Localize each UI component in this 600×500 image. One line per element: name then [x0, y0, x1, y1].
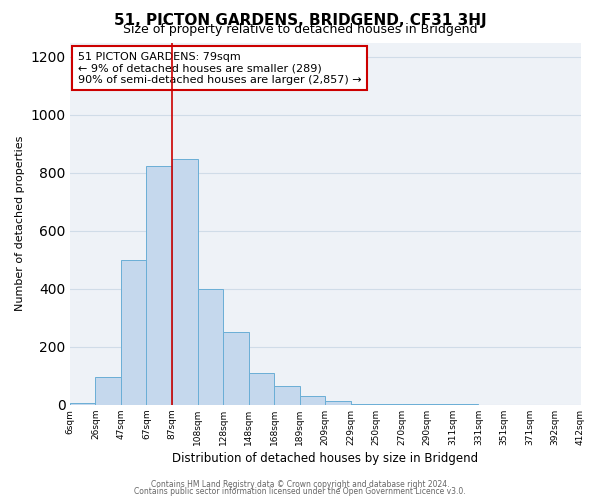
- Text: 51, PICTON GARDENS, BRIDGEND, CF31 3HJ: 51, PICTON GARDENS, BRIDGEND, CF31 3HJ: [113, 12, 487, 28]
- Text: Contains HM Land Registry data © Crown copyright and database right 2024.: Contains HM Land Registry data © Crown c…: [151, 480, 449, 489]
- Bar: [70, 403, 95, 404]
- Y-axis label: Number of detached properties: Number of detached properties: [15, 136, 25, 311]
- Bar: [325, 400, 351, 404]
- Bar: [274, 386, 299, 404]
- Bar: [197, 288, 223, 405]
- Text: 51 PICTON GARDENS: 79sqm
← 9% of detached houses are smaller (289)
90% of semi-d: 51 PICTON GARDENS: 79sqm ← 9% of detache…: [77, 52, 361, 85]
- Bar: [299, 396, 325, 404]
- X-axis label: Distribution of detached houses by size in Bridgend: Distribution of detached houses by size …: [172, 452, 478, 465]
- Bar: [95, 377, 121, 404]
- Bar: [146, 166, 172, 404]
- Bar: [121, 260, 146, 404]
- Bar: [172, 159, 197, 404]
- Text: Contains public sector information licensed under the Open Government Licence v3: Contains public sector information licen…: [134, 487, 466, 496]
- Text: Size of property relative to detached houses in Bridgend: Size of property relative to detached ho…: [123, 24, 477, 36]
- Bar: [248, 372, 274, 404]
- Bar: [223, 332, 248, 404]
